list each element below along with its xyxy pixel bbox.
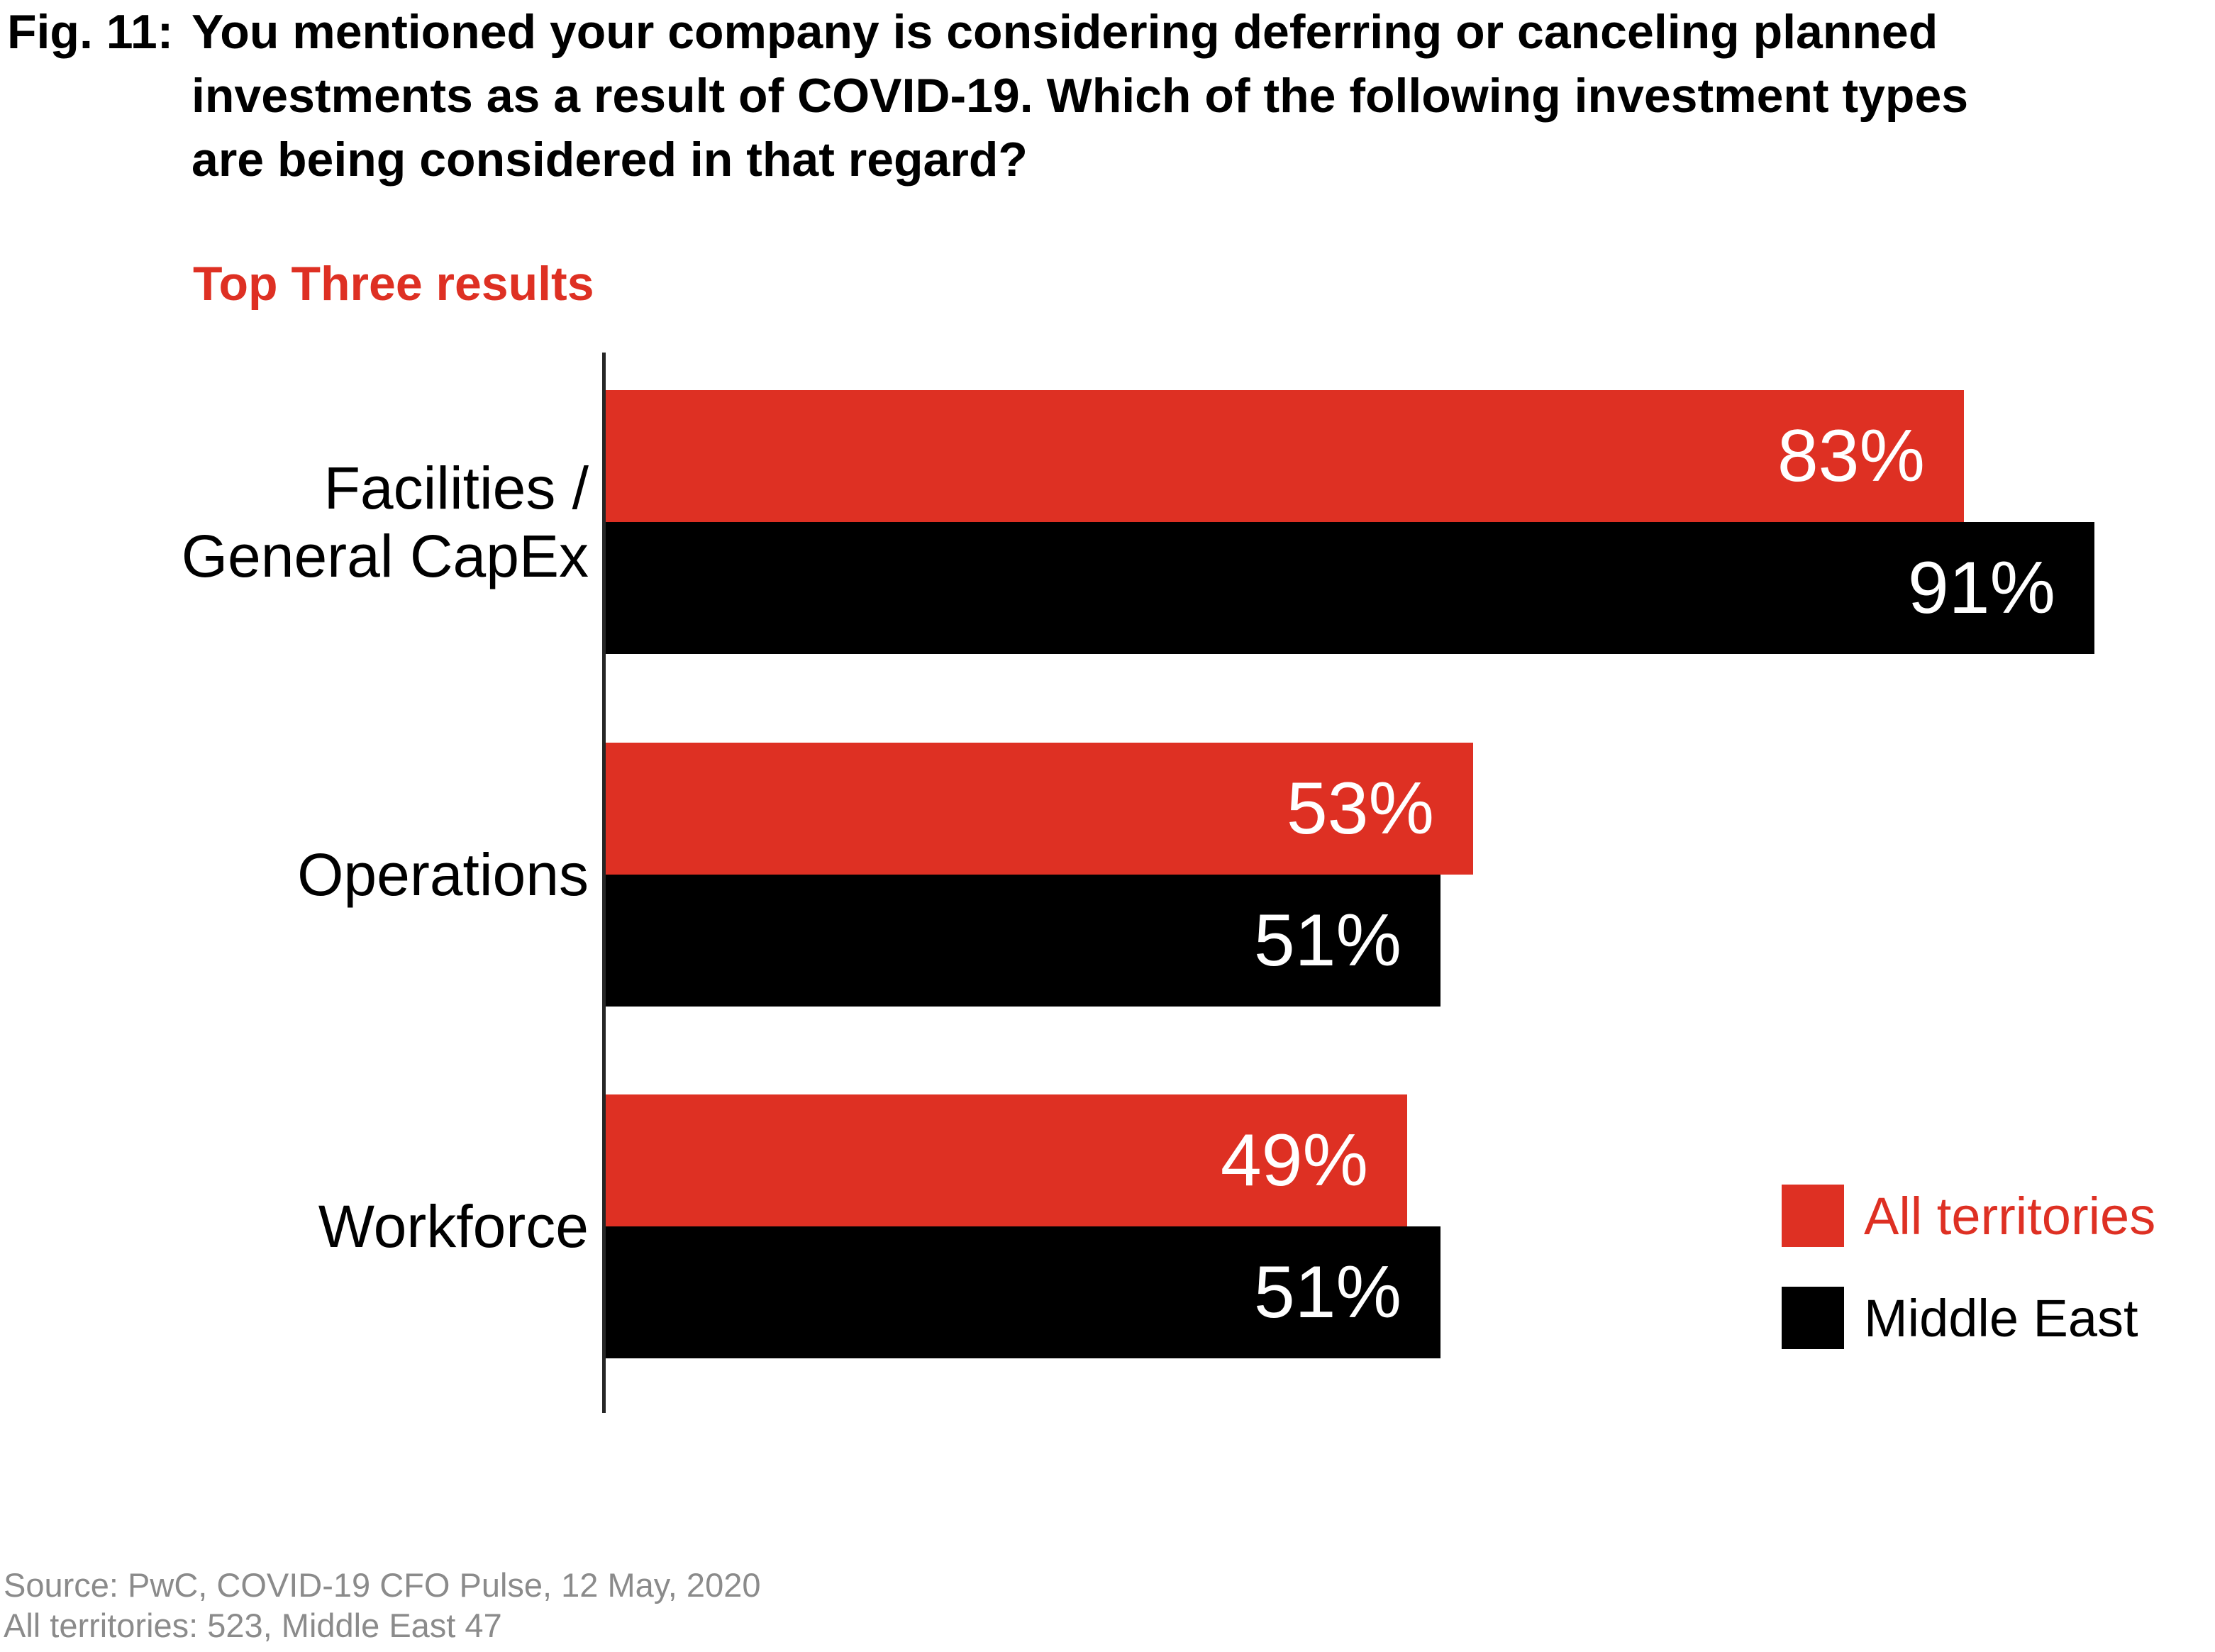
figure-title-line: are being considered in that regard? [191,133,1028,187]
bar-value-label: 51% [1253,899,1401,982]
figure-subtitle: Top Three results [193,257,594,311]
figure-title-text: You mentioned your company is considerin… [191,0,1968,192]
legend-swatch-icon [1782,1185,1844,1247]
legend-swatch-icon [1782,1287,1844,1349]
category-label-line: General CapEx [181,523,589,589]
category-label-2: Workforce [0,1192,589,1260]
legend-label: All territories [1864,1186,2156,1246]
bar-value-label: 91% [1907,547,2055,629]
bar-value-label: 53% [1286,767,1434,850]
legend-item-middle-east: Middle East [1782,1287,2138,1349]
bar-middle-east-2: 51% [606,1226,1440,1358]
figure-title-line: You mentioned your company is considerin… [191,5,1938,59]
bar-all-territories-0: 83% [606,390,1964,522]
figure-title-line: investments as a result of COVID-19. Whi… [191,69,1969,123]
bar-all-territories-2: 49% [606,1094,1407,1226]
bar-value-label: 49% [1220,1119,1368,1202]
figure-number-label: Fig. 11: [7,5,174,59]
bar-value-label: 51% [1253,1251,1401,1334]
bar-all-territories-1: 53% [606,743,1473,875]
source-line: Source: PwC, COVID-19 CFO Pulse, 12 May,… [4,1566,761,1604]
category-label-1: Operations [0,841,589,909]
bar-middle-east-1: 51% [606,875,1440,1007]
bar-value-label: 83% [1777,415,1925,497]
source-note: Source: PwC, COVID-19 CFO Pulse, 12 May,… [4,1565,760,1646]
category-label-line: Facilities / [323,455,589,521]
legend-item-all-territories: All territories [1782,1185,2155,1247]
sample-size-line: All territories: 523, Middle East 47 [4,1607,502,1644]
y-axis-line [602,353,606,1413]
category-label-0: Facilities / General CapEx [0,454,589,590]
legend-label: Middle East [1864,1288,2138,1348]
category-label-line: Workforce [318,1193,589,1260]
category-label-line: Operations [297,841,589,908]
bar-middle-east-0: 91% [606,522,2094,654]
